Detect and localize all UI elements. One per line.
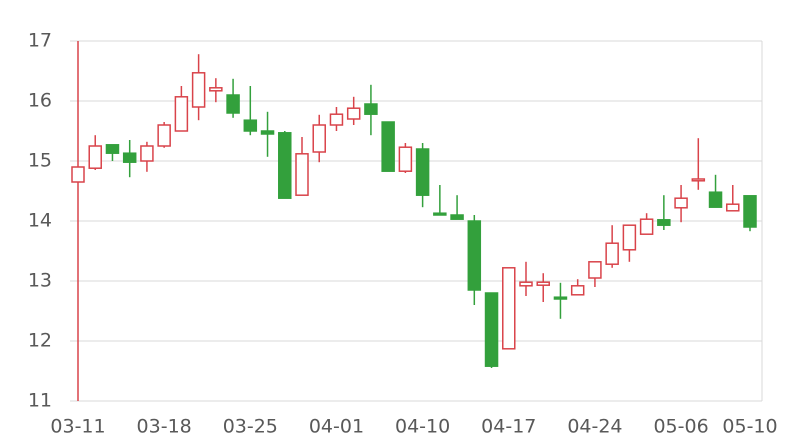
- y-tick-label: 12: [28, 330, 52, 352]
- candle-body: [502, 267, 516, 350]
- candle-body: [433, 212, 447, 216]
- candle-body: [122, 152, 137, 163]
- x-tick-label: 03-11: [50, 416, 105, 438]
- candle-body: [140, 145, 154, 162]
- candle-body: [450, 214, 464, 220]
- x-tick-label: 03-18: [137, 416, 192, 438]
- candle-body: [312, 124, 326, 153]
- candle-body: [295, 153, 309, 196]
- candle-body: [278, 132, 292, 199]
- candle-body: [71, 166, 85, 183]
- candle-body: [329, 113, 344, 126]
- candle-body: [622, 224, 637, 251]
- candle-body: [657, 219, 671, 226]
- candle-body: [639, 218, 654, 235]
- y-tick-label: 15: [28, 150, 52, 172]
- y-tick-label: 14: [28, 210, 52, 232]
- candle-body: [88, 145, 102, 169]
- candle-body: [467, 220, 482, 291]
- candle-body: [105, 144, 120, 154]
- candle-body: [691, 178, 706, 182]
- y-tick-label: 11: [28, 390, 52, 412]
- candle-body: [346, 107, 361, 120]
- candle-body: [674, 197, 688, 209]
- candle-body: [398, 146, 413, 172]
- candle-body: [191, 72, 206, 108]
- y-tick-label: 17: [28, 30, 52, 52]
- candle-body: [726, 203, 740, 212]
- candle-body: [570, 285, 585, 296]
- candle-body: [364, 103, 378, 115]
- candle-body: [708, 191, 723, 208]
- candle-body: [381, 121, 395, 172]
- candle-body: [243, 119, 258, 132]
- candle-body: [605, 242, 619, 265]
- x-tick-label: 03-25: [223, 416, 278, 438]
- y-tick-label: 16: [28, 90, 52, 112]
- x-tick-label: 05-06: [653, 416, 708, 438]
- x-tick-label: 05-10: [722, 416, 777, 438]
- x-tick-label: 04-24: [567, 416, 622, 438]
- candle-body: [484, 292, 499, 367]
- x-tick-label: 04-17: [481, 416, 536, 438]
- candle-body: [157, 124, 171, 147]
- candle-body: [553, 296, 568, 300]
- candle-body: [260, 130, 275, 135]
- candle-body: [226, 94, 240, 114]
- x-tick-label: 04-10: [395, 416, 450, 438]
- candle-body: [209, 87, 223, 92]
- candle-body: [588, 261, 602, 279]
- candle-body: [519, 281, 533, 287]
- x-tick-label: 04-01: [309, 416, 364, 438]
- candle-body: [415, 148, 430, 196]
- candle-body: [743, 195, 757, 228]
- candle-body: [174, 96, 189, 132]
- y-tick-label: 13: [28, 270, 52, 292]
- candle-body: [536, 281, 550, 286]
